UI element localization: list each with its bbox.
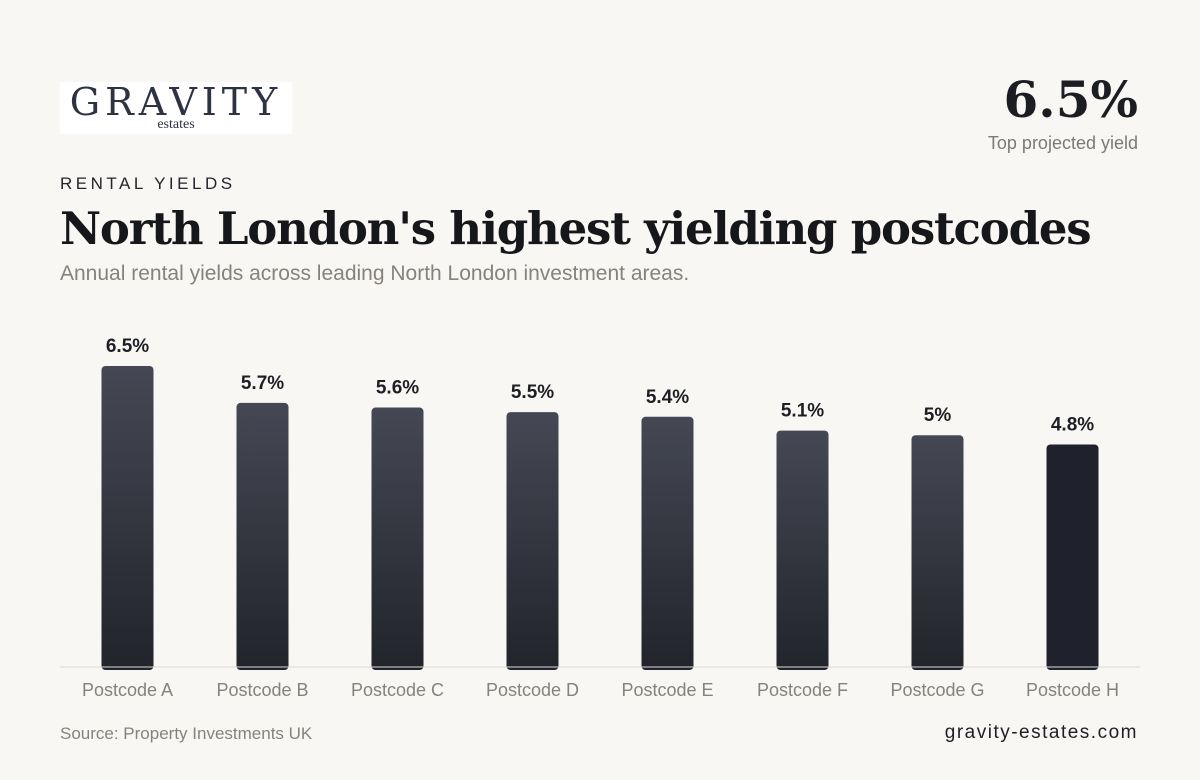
bar-postcode-d: [506, 412, 559, 670]
bar-postcode-g: [911, 435, 964, 670]
x-tick-label: Postcode E: [621, 680, 713, 700]
value-label: 4.8%: [1051, 414, 1094, 435]
bar-postcode-e: [641, 416, 694, 670]
section-kicker: RENTAL YIELDS: [60, 174, 236, 193]
headline-stat-label: Top projected yield: [987, 133, 1138, 153]
value-label: 5.4%: [646, 387, 689, 408]
logo-wordmark: GRAVITY: [69, 80, 283, 124]
source-note: Source: Property Investments UK: [60, 724, 313, 743]
value-label: 5.6%: [376, 378, 419, 399]
brand-logo: GRAVITY estates: [60, 82, 292, 134]
bar-postcode-b: [236, 402, 289, 670]
bar-postcode-c: [371, 407, 424, 670]
logo-subtext: estates: [157, 117, 195, 132]
x-tick-label: Postcode F: [757, 680, 848, 700]
headline-stat-value: 6.5%: [1003, 70, 1139, 129]
x-tick-label: Postcode G: [890, 680, 984, 700]
value-label: 5.7%: [241, 373, 284, 394]
x-tick-label: Postcode D: [486, 680, 579, 700]
value-label: 5.5%: [511, 382, 554, 403]
website-link[interactable]: gravity-estates.com: [944, 722, 1138, 743]
x-tick-label: Postcode B: [216, 680, 308, 700]
x-tick-label: Postcode A: [82, 680, 173, 700]
value-label: 5%: [924, 405, 952, 426]
bar-postcode-f: [776, 430, 829, 670]
value-label: 6.5%: [106, 336, 149, 357]
bar-postcode-a: [101, 366, 154, 670]
bar-postcode-h: [1046, 444, 1099, 670]
value-label: 5.1%: [781, 401, 824, 422]
chart-title: North London's highest yielding postcode…: [60, 202, 1092, 255]
x-tick-label: Postcode H: [1026, 680, 1119, 700]
x-tick-label: Postcode C: [351, 680, 444, 700]
chart-subtitle: Annual rental yields across leading Nort…: [60, 262, 690, 285]
